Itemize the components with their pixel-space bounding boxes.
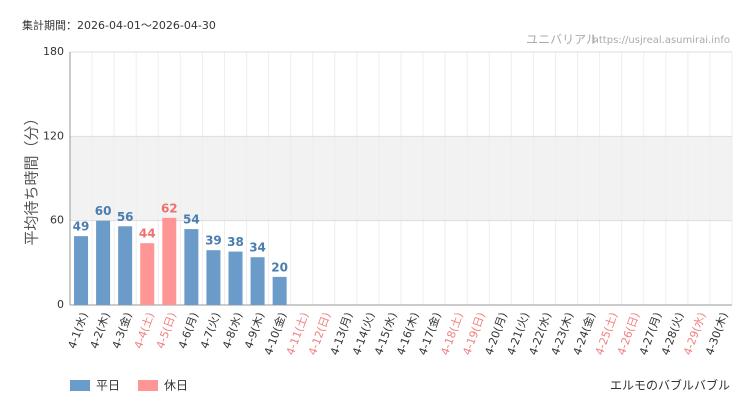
bar xyxy=(140,243,155,305)
site-url: https://usjreal.asumirai.info xyxy=(593,35,730,46)
attraction-name: エルモのバブルバブル xyxy=(610,378,730,393)
y-tick-label: 180 xyxy=(43,45,64,58)
bar xyxy=(96,220,111,305)
legend-label: 休日 xyxy=(164,379,188,393)
x-tick-label: 4-6(月) xyxy=(176,311,201,351)
bar xyxy=(272,276,287,305)
data-label: 60 xyxy=(95,204,112,218)
data-label: 49 xyxy=(73,220,90,234)
y-tick-label: 60 xyxy=(50,214,64,227)
bar xyxy=(228,251,243,305)
y-tick-label: 120 xyxy=(43,129,64,142)
y-axis-label: 平均待ち時間（分） xyxy=(23,110,41,245)
data-label: 38 xyxy=(227,235,244,249)
bar xyxy=(162,217,177,305)
x-tick-label: 4-1(水) xyxy=(66,311,91,351)
legend-label: 平日 xyxy=(96,379,120,393)
x-tick-label: 4-5(日) xyxy=(154,311,179,351)
data-label: 20 xyxy=(271,260,288,274)
x-tick-label: 4-3(金) xyxy=(109,310,135,350)
bar xyxy=(74,236,89,305)
period: 集計期間：2026-04-01～2026-04-30 xyxy=(22,18,216,32)
x-tick-label: 4-4(土) xyxy=(132,311,157,351)
data-label: 39 xyxy=(205,234,222,248)
y-tick-label: 0 xyxy=(57,298,64,311)
data-label: 34 xyxy=(249,241,266,255)
bar xyxy=(206,250,221,305)
bar xyxy=(184,229,199,305)
data-label: 44 xyxy=(139,227,156,241)
x-tick-label: 4-9(木) xyxy=(242,311,267,351)
legend-swatch xyxy=(70,380,90,391)
bar xyxy=(250,257,265,305)
site-name: ユニバリアル xyxy=(526,33,598,47)
x-tick-label: 4-2(木) xyxy=(88,311,113,351)
data-label: 54 xyxy=(183,213,200,227)
data-label: 56 xyxy=(117,210,134,224)
x-tick-label: 4-7(火) xyxy=(198,311,223,351)
bar xyxy=(118,226,133,305)
x-tick-label: 4-8(水) xyxy=(220,311,245,351)
data-label: 62 xyxy=(161,201,178,215)
legend-swatch xyxy=(138,380,158,391)
